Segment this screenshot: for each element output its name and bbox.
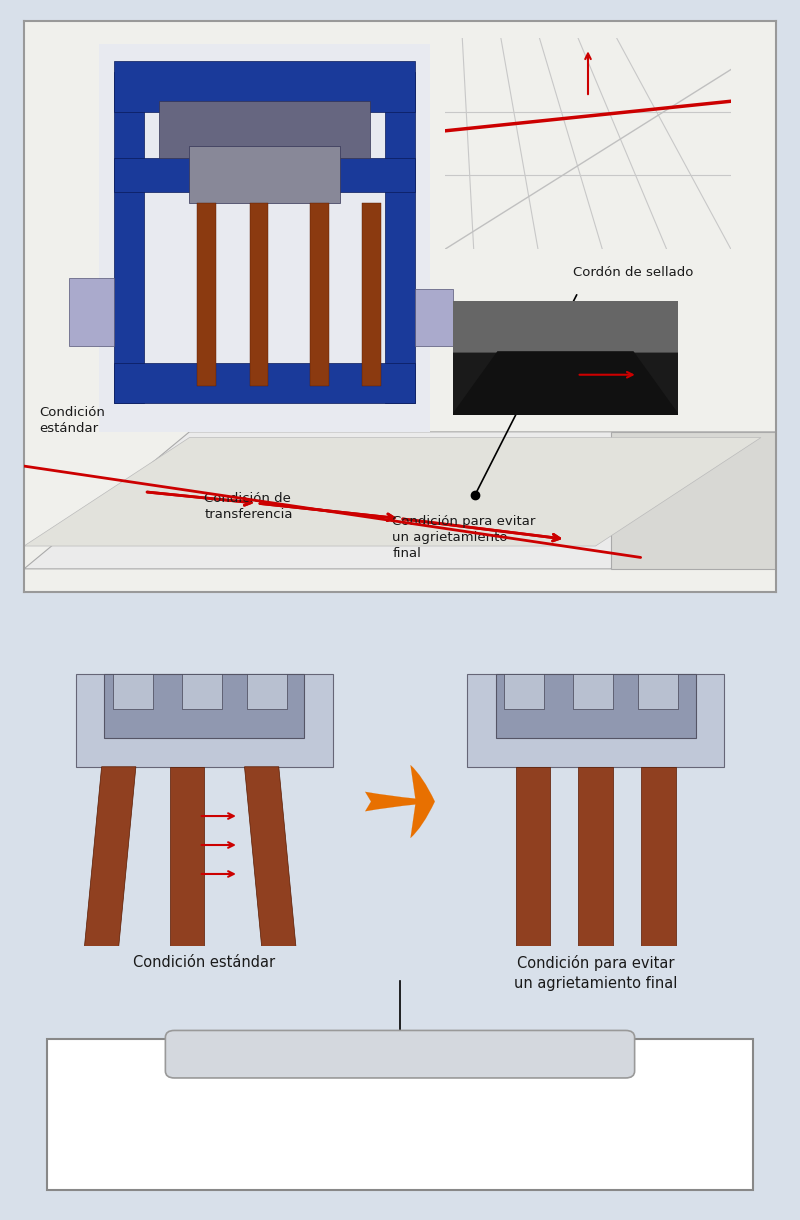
Bar (453, 300, 678, 346)
Polygon shape (85, 767, 136, 947)
Polygon shape (642, 767, 675, 947)
Bar (495, 673, 695, 738)
Bar (467, 673, 724, 767)
Bar (504, 673, 544, 709)
Bar (114, 364, 415, 404)
Text: Condición
estándar: Condición estándar (39, 406, 105, 434)
Bar (159, 101, 370, 157)
Bar (638, 673, 678, 709)
Polygon shape (610, 432, 776, 569)
Bar (113, 673, 153, 709)
Bar (197, 204, 216, 387)
Bar (362, 204, 381, 387)
Bar (573, 673, 613, 709)
Bar (76, 673, 333, 767)
Text: Cordón de sellado: Cordón de sellado (573, 266, 694, 279)
Bar (114, 61, 415, 112)
Bar (190, 146, 340, 204)
Bar (46, 1039, 754, 1190)
Bar (385, 72, 415, 404)
Text: •  Distancia entre electrodos T1 y T2: • Distancia entre electrodos T1 y T2 (69, 1082, 315, 1096)
Polygon shape (24, 438, 761, 547)
Text: Condición de
transferencia: Condición de transferencia (205, 492, 293, 521)
Polygon shape (453, 300, 678, 398)
Text: Ajuste automático: Ajuste automático (311, 1044, 489, 1064)
Text: Condición estándar: Condición estándar (134, 955, 275, 970)
Polygon shape (24, 432, 776, 569)
Bar (310, 204, 329, 387)
Bar (114, 72, 144, 404)
Text: •  Alta velocidad de soldadura: • Alta velocidad de soldadura (69, 1115, 271, 1127)
Bar (69, 278, 114, 346)
Polygon shape (578, 767, 613, 947)
Polygon shape (170, 767, 205, 947)
Bar (182, 673, 222, 709)
Bar (114, 157, 415, 192)
Bar (415, 289, 453, 346)
Polygon shape (515, 767, 550, 947)
FancyBboxPatch shape (166, 1031, 634, 1078)
Polygon shape (245, 767, 296, 947)
Text: Condición para evitar
un agrietamiento
final: Condición para evitar un agrietamiento f… (393, 515, 536, 560)
Polygon shape (453, 351, 678, 415)
Bar (250, 204, 269, 387)
Bar (247, 673, 287, 709)
Bar (99, 44, 430, 432)
Bar (453, 351, 678, 415)
Text: •  Corriente de soldadura y voltaje de arco en cada electrodo: • Corriente de soldadura y voltaje de ar… (69, 1147, 479, 1159)
Text: Condición para evitar
un agrietamiento final: Condición para evitar un agrietamiento f… (514, 955, 678, 991)
Bar (105, 673, 305, 738)
